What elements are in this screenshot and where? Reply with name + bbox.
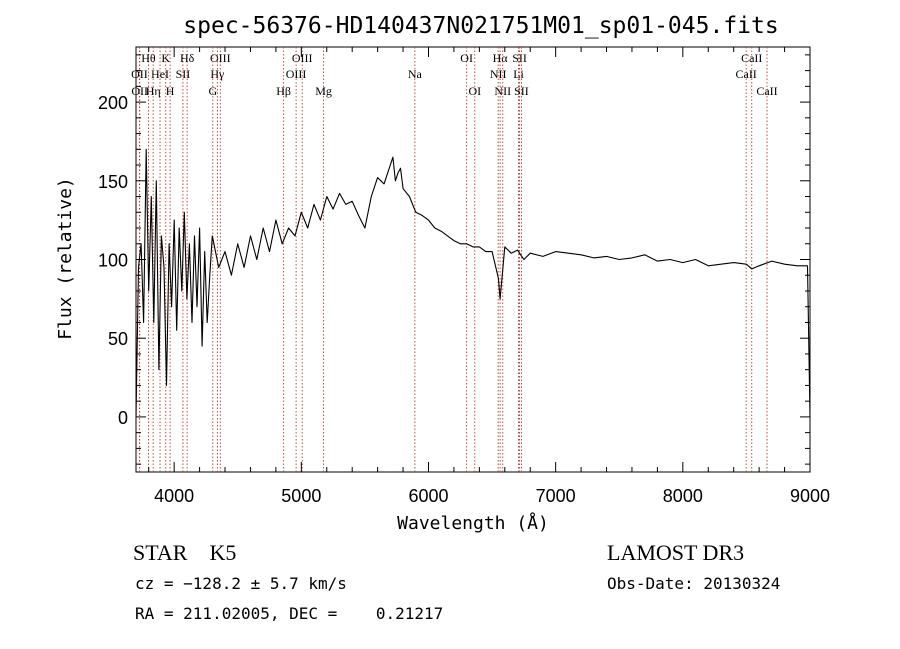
line-label-24: SII (514, 84, 529, 98)
line-label-15: Mg (315, 84, 332, 98)
line-label-1: OII (131, 67, 148, 81)
line-label-10: Hγ (210, 67, 225, 81)
line-label-22: Li (513, 67, 524, 81)
line-label-26: CaII (735, 67, 756, 81)
coordinates-label: RA = 211.02005, DEC = 0.21217 (135, 604, 444, 623)
line-label-3: HeI (151, 67, 169, 81)
line-label-5: K (161, 51, 170, 65)
y-tick-label-3: 150 (98, 172, 128, 192)
line-label-17: OI (460, 51, 473, 65)
flux-series-line (135, 148, 811, 417)
line-label-23: NII (494, 84, 511, 98)
line-label-20: SII (512, 51, 527, 65)
line-label-21: NII (490, 67, 507, 81)
class-label: STAR K5 (133, 540, 237, 565)
line-label-0: Hθ (141, 51, 156, 65)
line-label-11: G (208, 84, 217, 98)
line-label-9: OIII (210, 51, 231, 65)
line-label-12: Hβ (276, 84, 291, 98)
y-tick-label-4: 200 (98, 93, 128, 113)
x-tick-label-5: 9000 (790, 486, 830, 506)
line-label-13: OIII (292, 51, 313, 65)
line-label-6: SII (176, 67, 191, 81)
y-tick-label-1: 50 (108, 329, 128, 349)
x-axis-label: Wavelength (Å) (397, 512, 549, 534)
y-axis-label: Flux (relative) (55, 177, 76, 340)
x-tick-label-4: 8000 (663, 486, 703, 506)
line-label-4: Hη (146, 84, 161, 98)
line-label-2: OII (131, 84, 148, 98)
line-label-16: Na (408, 67, 423, 81)
line-label-8: Hδ (180, 51, 195, 65)
x-tick-label-2: 6000 (408, 486, 448, 506)
line-label-18: OI (468, 84, 481, 98)
line-label-7: H (166, 84, 175, 98)
chart-title: spec-56376-HD140437N021751M01_sp01-045.f… (183, 13, 778, 39)
line-label-14: OIII (286, 67, 307, 81)
y-tick-label-0: 0 (118, 408, 128, 428)
obs-date-label: Obs-Date: 20130324 (607, 574, 781, 593)
plot-frame (135, 46, 811, 473)
line-label-25: CaII (741, 51, 762, 65)
line-label-27: CaII (756, 84, 777, 98)
survey-label: LAMOST DR3 (607, 540, 745, 565)
line-label-19: Hα (493, 51, 509, 65)
x-tick-label-1: 5000 (281, 486, 321, 506)
x-tick-label-0: 4000 (154, 486, 194, 506)
redshift-label: cz = −128.2 ± 5.7 km/s (135, 574, 347, 593)
y-tick-label-2: 100 (98, 251, 128, 271)
x-tick-label-3: 7000 (536, 486, 576, 506)
